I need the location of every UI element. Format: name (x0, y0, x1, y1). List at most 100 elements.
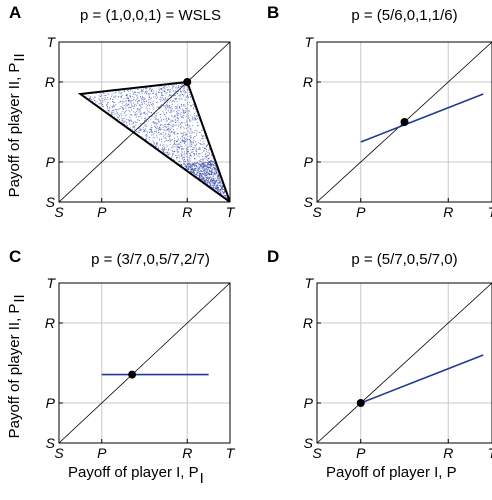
scatter-point (215, 181, 217, 183)
scatter-point (190, 158, 192, 160)
x-tick-label: S (54, 445, 64, 461)
scatter-point (204, 135, 206, 137)
scatter-point (187, 124, 189, 126)
scatter-point (203, 150, 204, 152)
scatter-point (216, 171, 218, 173)
scatter-point (222, 193, 224, 195)
scatter-point (141, 90, 143, 92)
scatter-point (215, 186, 217, 187)
scatter-point (183, 85, 185, 87)
scatter-point (216, 174, 218, 176)
scatter-point (132, 126, 134, 128)
scatter-point (201, 166, 203, 168)
scatter-point (189, 144, 191, 146)
scatter-point (202, 176, 204, 178)
scatter-point (152, 144, 153, 146)
scatter-point (216, 180, 217, 182)
scatter-point (195, 149, 197, 151)
scatter-point (183, 111, 185, 112)
scatter-point (191, 131, 193, 133)
scatter-point (201, 129, 203, 131)
scatter-point (212, 174, 214, 176)
scatter-point (165, 105, 166, 107)
scatter-point (205, 146, 207, 148)
scatter-point (159, 108, 161, 110)
scatter-point (172, 108, 174, 109)
scatter-point (206, 180, 208, 181)
scatter-point (190, 120, 192, 122)
scatter-point (209, 184, 211, 186)
scatter-point (186, 133, 188, 135)
scatter-point (191, 155, 193, 157)
scatter-point (145, 100, 147, 102)
scatter-point (224, 191, 225, 193)
scatter-point (166, 92, 168, 93)
scatter-point (182, 108, 183, 110)
plot-area (317, 283, 492, 443)
scatter-point (150, 130, 152, 131)
scatter-point (193, 153, 195, 154)
scatter-point (163, 152, 165, 154)
scatter-point (206, 172, 208, 174)
scatter-point (197, 115, 199, 117)
scatter-point (113, 110, 115, 111)
scatter-point (194, 165, 196, 167)
scatter-point (181, 132, 182, 134)
scatter-point (173, 141, 175, 142)
scatter-point (167, 98, 169, 100)
scatter-point (192, 117, 194, 119)
scatter-point (195, 111, 197, 113)
scatter-point (199, 147, 201, 149)
scatter-point (114, 106, 115, 108)
scatter-point (98, 95, 100, 97)
scatter-point (188, 151, 189, 153)
scatter-point (167, 127, 169, 129)
scatter-point (85, 96, 87, 97)
scatter-point (161, 92, 163, 94)
scatter-point (192, 131, 194, 133)
scatter-point (122, 118, 124, 120)
scatter-point (200, 175, 202, 177)
scatter-point (206, 150, 207, 152)
scatter-point (186, 168, 188, 170)
scatter-point (193, 119, 195, 121)
scatter-point (222, 188, 224, 190)
scatter-point (127, 90, 128, 91)
scatter-point (188, 163, 190, 165)
scatter-point (155, 142, 157, 144)
scatter-point (99, 100, 101, 101)
scatter-point (150, 127, 152, 128)
scatter-point (152, 100, 154, 102)
scatter-point (146, 112, 148, 114)
scatter-point (150, 104, 152, 106)
scatter-point (141, 104, 143, 105)
scatter-point (193, 164, 195, 166)
scatter-point (175, 115, 177, 117)
scatter-point (137, 103, 139, 105)
scatter-point (173, 159, 174, 160)
scatter-point (120, 97, 122, 99)
scatter-point (161, 138, 163, 140)
scatter-point (178, 98, 180, 100)
scatter-point (201, 179, 203, 181)
scatter-point (185, 133, 187, 135)
scatter-point (165, 100, 167, 102)
scatter-point (174, 95, 176, 97)
scatter-point (184, 85, 186, 87)
scatter-point (181, 94, 183, 95)
scatter-point (222, 188, 223, 190)
scatter-point (164, 91, 166, 92)
scatter-point (153, 121, 155, 123)
axes-frame (316, 41, 492, 203)
scatter-point (197, 171, 198, 173)
scatter-point (177, 116, 179, 118)
scatter-point (207, 165, 208, 167)
scatter-point (134, 94, 136, 95)
equilibrium-point (356, 399, 365, 407)
scatter-point (189, 120, 191, 122)
scatter-point (172, 154, 173, 156)
scatter-point (196, 153, 197, 154)
scatter-point (177, 117, 179, 119)
scatter-point (185, 165, 187, 167)
scatter-point (143, 125, 145, 127)
